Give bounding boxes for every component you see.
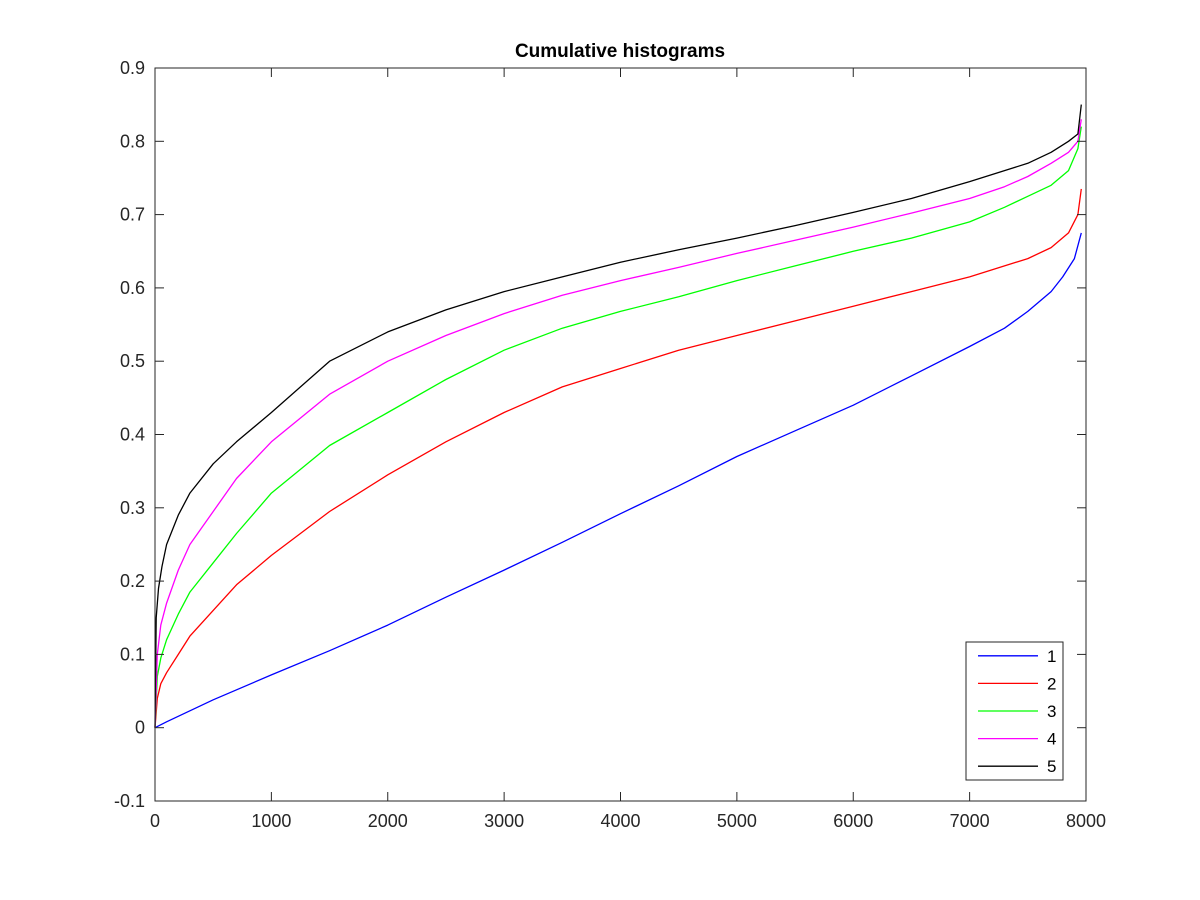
y-tick-label: 0.4 bbox=[120, 425, 145, 445]
y-tick-label: 0.6 bbox=[120, 278, 145, 298]
plot-frame bbox=[154, 67, 1087, 802]
y-tick-label: 0.5 bbox=[120, 351, 145, 371]
legend-label: 2 bbox=[1047, 674, 1056, 693]
y-tick-label: 0.8 bbox=[120, 131, 145, 151]
y-tick-label: 0.3 bbox=[120, 498, 145, 518]
y-tick-label: 0 bbox=[135, 718, 145, 738]
y-tick-label: 0.9 bbox=[120, 58, 145, 78]
y-tick-label: 0.7 bbox=[120, 205, 145, 225]
x-tick-label: 6000 bbox=[833, 811, 873, 831]
legend: 1 2 3 4 5 bbox=[965, 641, 1064, 781]
legend-label: 4 bbox=[1047, 730, 1056, 749]
series-line-4 bbox=[154, 119, 1082, 728]
legend-label: 5 bbox=[1047, 757, 1056, 776]
x-tick-label: 7000 bbox=[950, 811, 990, 831]
y-tick-label: 0.2 bbox=[120, 571, 145, 591]
series-line-5 bbox=[154, 104, 1082, 728]
series-line-3 bbox=[154, 126, 1082, 728]
x-tick-label: 3000 bbox=[484, 811, 524, 831]
y-tick-label: -0.1 bbox=[114, 791, 145, 811]
series-line-1 bbox=[154, 232, 1082, 729]
x-tick-label: 4000 bbox=[600, 811, 640, 831]
legend-label: 3 bbox=[1047, 702, 1056, 721]
series-layer bbox=[154, 104, 1082, 729]
series-line-2 bbox=[154, 188, 1082, 728]
x-tick-label: 2000 bbox=[368, 811, 408, 831]
x-tick-label: 8000 bbox=[1066, 811, 1106, 831]
y-tick-label: 0.1 bbox=[120, 644, 145, 664]
axes-layer: 0 1000 2000 3000 4000 5000 6000 7000 8000-0.100.… bbox=[114, 58, 1106, 831]
chart-title: Cumulative histograms bbox=[515, 41, 725, 62]
x-tick-label: 1000 bbox=[251, 811, 291, 831]
x-tick-label: 0 bbox=[150, 811, 160, 831]
x-tick-label: 5000 bbox=[717, 811, 757, 831]
legend-label: 1 bbox=[1047, 647, 1056, 666]
